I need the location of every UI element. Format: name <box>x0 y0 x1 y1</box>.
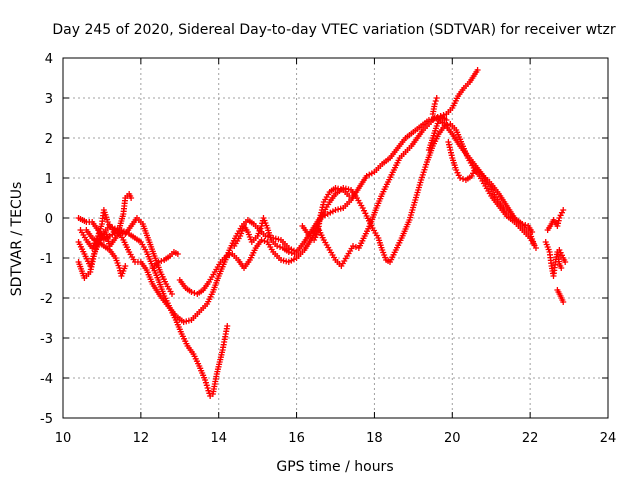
x-tick-label: 24 <box>600 431 617 446</box>
data-point <box>223 253 230 259</box>
data-point <box>206 390 213 397</box>
data-point <box>169 291 175 297</box>
data-point <box>556 247 563 253</box>
data-point <box>454 169 461 176</box>
y-tick-label: 3 <box>45 92 53 107</box>
data-point <box>128 195 135 201</box>
data-point <box>291 251 298 257</box>
data-point <box>202 379 209 386</box>
data-point <box>457 175 464 181</box>
data-point <box>202 377 209 383</box>
data-point <box>258 237 265 243</box>
data-point <box>431 101 438 107</box>
data-point <box>158 258 165 264</box>
x-tick-label: 16 <box>288 431 305 446</box>
y-tick-label: -4 <box>40 372 53 387</box>
grid-lines <box>63 58 608 418</box>
x-tick-label: 14 <box>210 431 227 446</box>
data-point <box>188 289 195 295</box>
data-points <box>75 67 569 399</box>
x-axis-label: GPS time / hours <box>276 459 393 475</box>
x-tick-labels: 10 12 14 16 18 20 22 24 <box>55 431 617 446</box>
data-point <box>443 117 450 123</box>
data-point <box>312 234 319 241</box>
data-point <box>433 95 440 101</box>
y-tick-label: 0 <box>45 212 53 227</box>
data-point <box>224 323 231 329</box>
data-point <box>205 387 212 394</box>
data-point <box>474 67 481 73</box>
y-tick-label: -5 <box>40 412 53 427</box>
data-point <box>350 243 357 249</box>
data-point <box>274 243 281 249</box>
data-point <box>122 263 129 269</box>
y-tick-label: -2 <box>40 292 53 307</box>
data-point <box>155 259 162 265</box>
data-point <box>519 221 526 227</box>
data-point <box>532 245 539 251</box>
data-point <box>470 170 477 177</box>
data-point <box>362 210 369 217</box>
x-tick-label: 20 <box>444 431 461 446</box>
data-point <box>558 209 565 216</box>
x-tick-label: 18 <box>366 431 383 446</box>
data-point <box>453 167 460 173</box>
data-point <box>522 222 529 228</box>
plot-frame <box>62 57 609 419</box>
y-tick-label: -3 <box>40 332 53 347</box>
data-point <box>556 215 563 221</box>
data-point <box>468 173 475 179</box>
data-point <box>204 385 211 391</box>
data-point <box>261 238 268 244</box>
data-point <box>444 122 451 128</box>
x-tick-label: 12 <box>133 431 150 446</box>
data-point <box>560 207 567 213</box>
data-point <box>562 259 569 265</box>
data-point <box>558 265 565 271</box>
data-point <box>359 205 366 211</box>
data-point <box>203 382 210 389</box>
data-point <box>557 249 564 256</box>
y-axis-label: SDTVAR / TECUs <box>9 182 25 297</box>
data-point <box>277 244 284 250</box>
x-tick-label: 22 <box>522 431 539 446</box>
data-point <box>558 252 565 259</box>
y-tick-labels: -5 -4 -3 -2 -1 0 1 2 3 4 <box>40 52 53 427</box>
data-point <box>441 123 448 129</box>
data-point <box>352 244 359 250</box>
y-tick-label: 4 <box>45 52 53 67</box>
data-point <box>437 113 444 119</box>
data-point <box>471 167 478 174</box>
data-point <box>440 112 447 118</box>
x-tick-label: 10 <box>55 431 72 446</box>
y-tick-label: 2 <box>45 132 53 147</box>
data-point <box>432 98 439 104</box>
data-point <box>288 250 295 256</box>
y-tick-label: -1 <box>40 252 53 267</box>
data-point <box>455 172 462 179</box>
axis-ticks <box>62 57 609 419</box>
data-point <box>311 237 318 243</box>
data-point <box>174 251 181 257</box>
data-point <box>560 299 567 305</box>
data-point <box>529 229 536 235</box>
data-point <box>557 212 564 219</box>
chart-title: Day 245 of 2020, Sidereal Day-to-day VTE… <box>52 22 616 38</box>
y-tick-label: 1 <box>45 172 53 187</box>
data-point <box>361 207 368 214</box>
data-point <box>226 252 233 258</box>
data-point <box>285 249 292 255</box>
data-point <box>346 193 353 199</box>
